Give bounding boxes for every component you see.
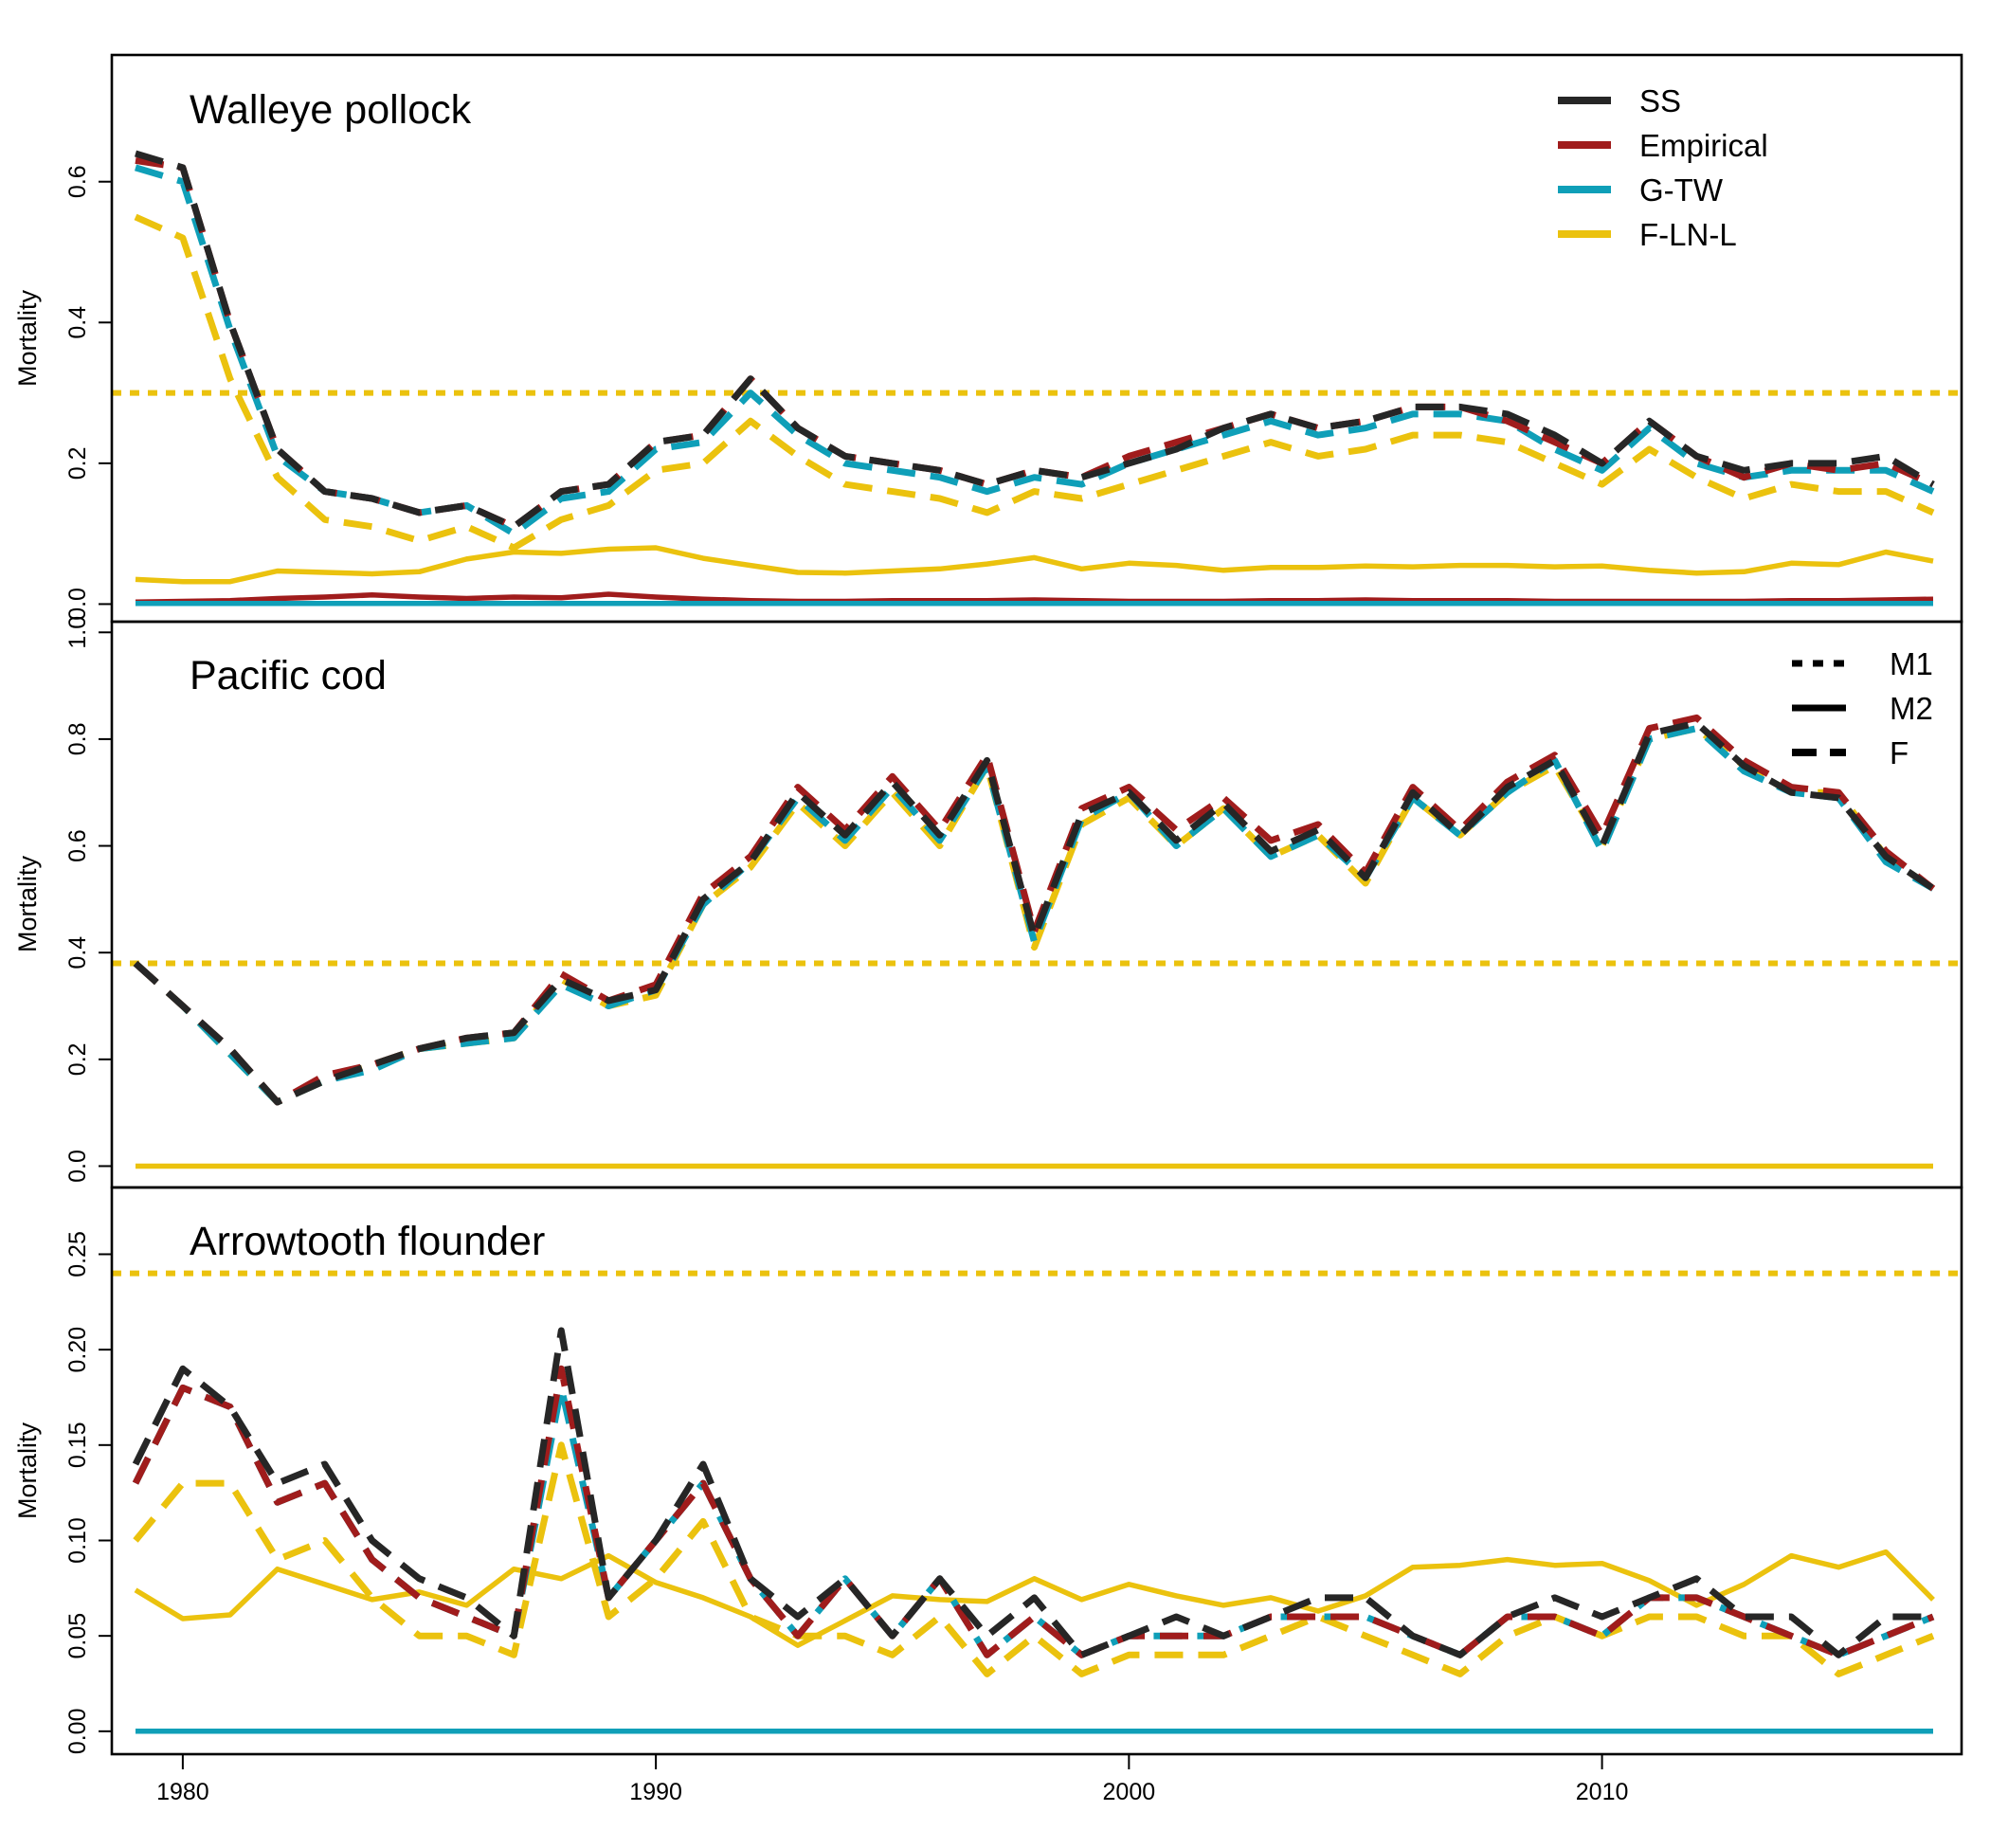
y-axis-label: Mortality — [13, 1422, 42, 1519]
series-line-g-tw-f — [132, 1384, 1935, 1658]
y-tick-label: 0.2 — [64, 446, 91, 480]
series-line-f-ln-l-m2 — [135, 545, 1934, 585]
series-line-ss-f — [132, 1327, 1933, 1658]
x-tick-label: 2010 — [1576, 1779, 1629, 1805]
y-tick-label: 0.8 — [64, 723, 91, 756]
y-tick-label: 0.15 — [64, 1422, 91, 1468]
legend-label-ss: SS — [1639, 83, 1681, 118]
series-line-f-ln-l-f — [134, 213, 1935, 552]
series-line-f-ln-l-m2 — [134, 1549, 1935, 1648]
panel-title: Pacific cod — [190, 653, 387, 698]
series-line-g-tw-f — [135, 164, 1935, 537]
legend-label-m2: M2 — [1890, 691, 1933, 726]
x-tick-label: 2000 — [1103, 1779, 1156, 1805]
legend-label-f: F — [1890, 735, 1909, 770]
series-line-empirical-f — [132, 1365, 1935, 1658]
y-axis-label: Mortality — [13, 855, 42, 952]
y-tick-label: 0.00 — [64, 1709, 91, 1755]
y-axis-label: Mortality — [13, 289, 42, 387]
series-line-empirical-f — [135, 156, 1935, 531]
series-line-f-ln-l-f — [133, 725, 1935, 1106]
panel-title: Walleye pollock — [190, 87, 472, 133]
y-tick-label: 0.2 — [64, 1042, 91, 1076]
plot-frame — [110, 1186, 1963, 1756]
series-line-f-ln-l-f — [133, 1441, 1935, 1677]
series-line-ss-f — [133, 719, 1935, 1106]
plot-frame — [110, 620, 1963, 1189]
legend-label-g-tw: G-TW — [1639, 172, 1724, 208]
y-tick-label: 0.25 — [64, 1231, 91, 1277]
panel-arrowtooth-flounder: 0.00 0.05 0.10 0.15 0.20 0.25 Arrowtooth flou… — [13, 1186, 1963, 1756]
y-tick-label: 1.0 — [64, 616, 91, 649]
y-tick-label: 0.4 — [64, 306, 91, 339]
y-tick-label: 0.4 — [64, 936, 91, 969]
y-tick-label: 0.05 — [64, 1613, 91, 1659]
y-tick-label: 0.20 — [64, 1327, 91, 1373]
series-line-ss-f — [134, 150, 1935, 531]
panel-title: Arrowtooth flounder — [190, 1219, 545, 1264]
panel-pacific-cod: 0.0 0.2 0.4 0.6 0.8 1.0 Pacific cod Mortality — [13, 616, 1963, 1189]
legend-models: SS Empirical G-TW F-LN-L — [1558, 83, 1768, 252]
series-line-empirical-f — [133, 714, 1936, 1106]
x-tick-label: 1980 — [156, 1779, 209, 1805]
legend-components: M1 M2 F — [1792, 646, 1933, 770]
series-line-g-tw-f — [133, 725, 1935, 1106]
y-tick-label: 0.6 — [64, 829, 91, 862]
legend-label-f-ln-l: F-LN-L — [1639, 217, 1737, 252]
x-tick-label: 1990 — [629, 1779, 682, 1805]
legend-label-m1: M1 — [1890, 646, 1933, 681]
y-tick-label: 0.6 — [64, 165, 91, 198]
y-tick-label: 0.10 — [64, 1517, 91, 1564]
legend-label-empirical: Empirical — [1639, 128, 1768, 163]
x-axis: 1980 1990 2000 2010 — [156, 1754, 1628, 1805]
y-tick-label: 0.0 — [64, 588, 91, 621]
y-tick-label: 0.0 — [64, 1150, 91, 1183]
